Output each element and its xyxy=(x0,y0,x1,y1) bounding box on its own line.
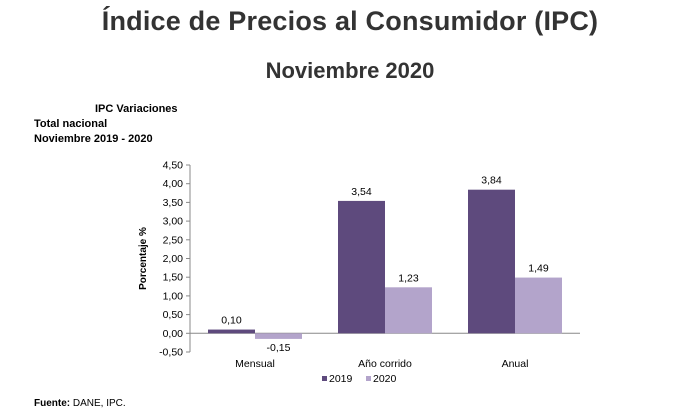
legend-swatch-2020 xyxy=(366,376,371,381)
bar-2019 xyxy=(208,329,255,334)
legend-swatch-2019 xyxy=(322,376,327,381)
bar-2019 xyxy=(468,189,515,334)
page-title: Índice de Precios al Consumidor (IPC) xyxy=(101,6,599,36)
data-label: 3,54 xyxy=(351,186,372,198)
y-tick-label: 3,50 xyxy=(163,197,184,209)
bar-2020 xyxy=(255,333,302,339)
bar-2020 xyxy=(385,287,432,334)
data-label: 1,23 xyxy=(398,272,419,284)
page-subtitle: Noviembre 2020 xyxy=(265,58,435,83)
y-tick-label: 4,00 xyxy=(163,178,184,190)
y-tick-label: 4,50 xyxy=(163,160,184,172)
chart-caption-scope: Total nacional xyxy=(34,118,108,130)
y-tick-label: 1,00 xyxy=(163,290,184,302)
y-tick-label: -0,50 xyxy=(159,347,183,359)
x-category-label: Año corrido xyxy=(358,358,412,370)
source-label: Fuente: xyxy=(34,398,71,409)
x-category-label: Mensual xyxy=(235,358,275,370)
chart-caption-period: Noviembre 2019 - 2020 xyxy=(34,133,153,145)
bar-2019 xyxy=(338,200,385,334)
y-tick-label: 3,00 xyxy=(163,216,184,228)
x-category-label: Anual xyxy=(502,358,529,370)
data-label: 3,84 xyxy=(481,175,502,187)
bar-2020 xyxy=(515,277,562,334)
y-tick-label: 1,50 xyxy=(163,272,184,284)
y-tick-label: 0,00 xyxy=(163,328,184,340)
data-label: 0,10 xyxy=(221,315,242,327)
y-tick-label: 2,50 xyxy=(163,234,184,246)
legend-label-2020: 2020 xyxy=(373,373,397,385)
chart-caption-title: IPC Variaciones xyxy=(95,103,178,115)
data-label: 1,49 xyxy=(528,263,549,275)
y-axis-title: Porcentaje % xyxy=(138,227,149,290)
data-label: -0,15 xyxy=(267,342,291,354)
source-note: Fuente: DANE, IPC. xyxy=(34,398,126,409)
y-tick-label: 0,50 xyxy=(163,309,184,321)
legend-label-2019: 2019 xyxy=(329,373,353,385)
y-tick-label: 2,00 xyxy=(163,253,184,265)
source-text: DANE, IPC. xyxy=(70,398,126,409)
